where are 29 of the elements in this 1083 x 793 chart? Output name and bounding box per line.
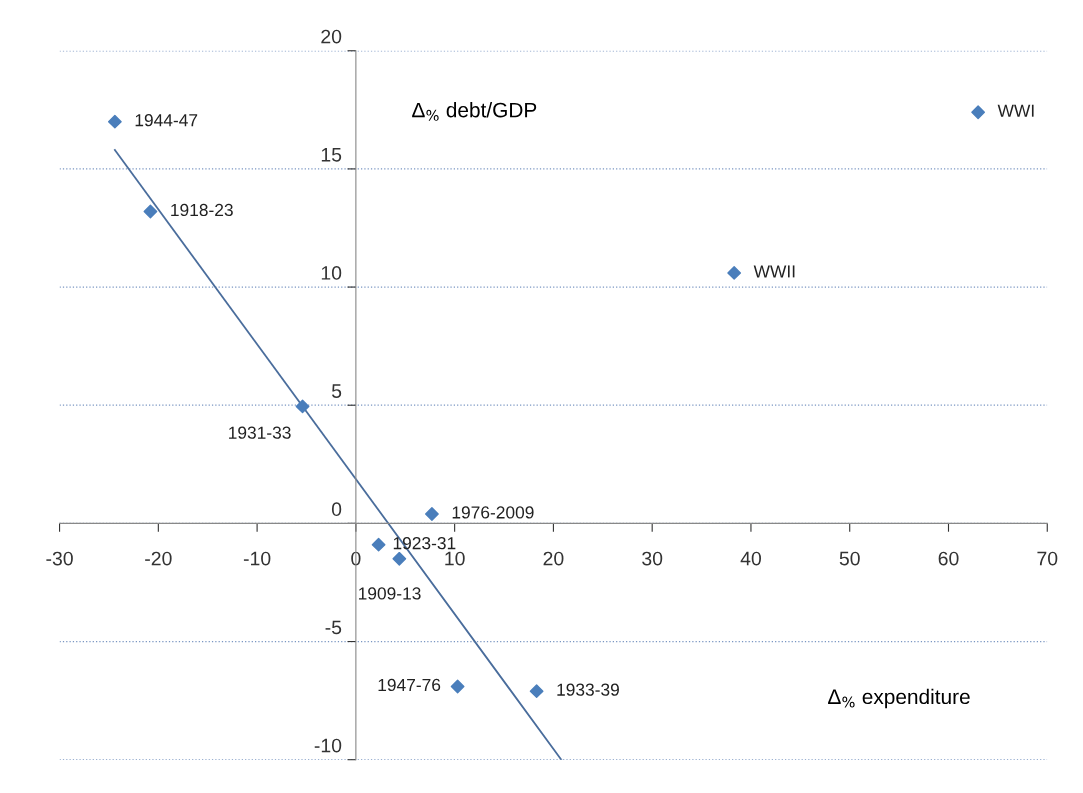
annotation: 1947-76: [378, 678, 441, 692]
x-tick-label: 30: [642, 551, 663, 566]
y-tick-label: 10: [321, 266, 342, 280]
annotation: 1931-33: [229, 426, 291, 439]
x-tick-label: -20: [145, 551, 172, 566]
x-tick-label: 0: [351, 551, 361, 566]
y-tick-label: 5: [331, 384, 342, 398]
annotation: 1944-47: [135, 114, 198, 127]
x-tick-label: 60: [938, 551, 959, 566]
x-tick-label: 20: [543, 551, 564, 566]
y-tick-label: 20: [321, 29, 342, 44]
y-tick-label: 15: [321, 148, 342, 162]
annotation: 1933-39: [557, 683, 619, 696]
x-tick-label: 10: [445, 551, 465, 566]
annotation: 1909-13: [358, 587, 421, 600]
x-tick-label: 50: [839, 551, 860, 566]
x-tick-label: 70: [1037, 551, 1058, 566]
x-tick-label: -10: [243, 551, 271, 566]
annotation: WWII: [753, 265, 795, 278]
x-axis-title: Δ$_{%}$ expenditure: [828, 688, 970, 709]
y-tick-label: 0: [331, 502, 342, 517]
x-tick-label: -30: [46, 551, 73, 566]
annotation: 1918-23: [171, 203, 233, 217]
y-tick-label: -5: [325, 620, 342, 635]
y-tick-label: -10: [314, 738, 342, 753]
x-tick-label: 40: [740, 551, 762, 566]
y-axis-title: Δ$_{%}$ debt/GDP: [412, 102, 537, 121]
annotation: WWI: [997, 104, 1034, 117]
annotation: 1976-2009: [452, 506, 534, 519]
